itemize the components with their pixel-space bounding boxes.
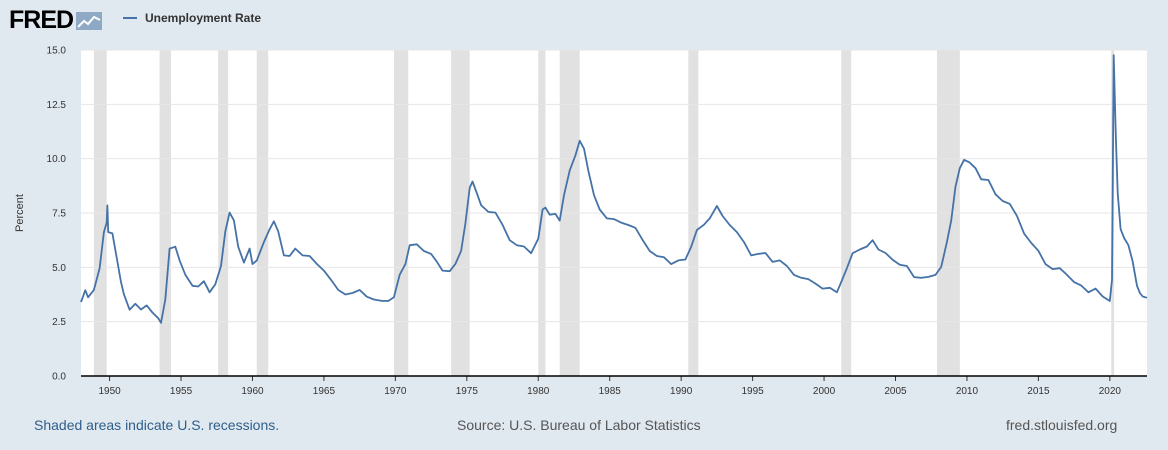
y-axis-ticks: 0.0 2.5 5.0 7.5 10.0 12.5 15.0 <box>47 46 67 383</box>
source-note: Source: U.S. Bureau of Labor Statistics <box>457 417 701 433</box>
x-tick-label: 1975 <box>456 386 479 397</box>
chart-line-icon <box>76 11 103 30</box>
x-tick-label: 2005 <box>884 386 907 397</box>
x-tick-label: 1995 <box>741 386 764 397</box>
fred-logo[interactable]: FRED <box>9 6 103 35</box>
x-tick-label: 1985 <box>599 386 622 397</box>
x-tick-label: 1950 <box>98 386 121 397</box>
grid-lines <box>81 49 1147 323</box>
x-tick-label: 1955 <box>170 386 193 397</box>
x-tick-label: 2015 <box>1027 386 1050 397</box>
x-tick-label: 1970 <box>384 386 407 397</box>
unemployment-chart[interactable]: 1950 1955 1960 1965 1970 1975 1980 1985 1990 1995… <box>0 0 1168 410</box>
y-tick-label: 2.5 <box>52 317 66 328</box>
unemployment-rate-line <box>80 54 1148 324</box>
x-tick-label: 1990 <box>670 386 693 397</box>
legend-label: Unemployment Rate <box>145 11 262 25</box>
x-tick-label: 2010 <box>956 386 979 397</box>
y-tick-label: 5.0 <box>52 263 66 274</box>
x-tick-label: 2000 <box>813 386 836 397</box>
header: FRED Unemployment Rate <box>0 0 1168 40</box>
x-tick-label: 1980 <box>527 386 550 397</box>
y-tick-label: 12.5 <box>47 100 67 111</box>
fred-url-link[interactable]: fred.stlouisfed.org <box>1006 417 1118 433</box>
x-tick-label: 1965 <box>313 386 336 397</box>
x-tick-label: 1960 <box>241 386 264 397</box>
legend-swatch <box>123 17 137 19</box>
y-tick-label: 10.0 <box>47 154 67 165</box>
recession-note[interactable]: Shaded areas indicate U.S. recessions. <box>34 417 280 433</box>
x-tick-label: 2020 <box>1099 386 1122 397</box>
y-tick-label: 0.0 <box>52 372 66 383</box>
y-tick-label: 15.0 <box>47 46 67 57</box>
x-axis-ticks: 1950 1955 1960 1965 1970 1975 1980 1985 1990 1995… <box>98 376 1121 397</box>
logo-text: FRED <box>9 6 74 34</box>
y-axis-label: Percent <box>14 194 26 232</box>
y-tick-label: 7.5 <box>52 209 66 220</box>
legend[interactable]: Unemployment Rate <box>123 11 261 25</box>
